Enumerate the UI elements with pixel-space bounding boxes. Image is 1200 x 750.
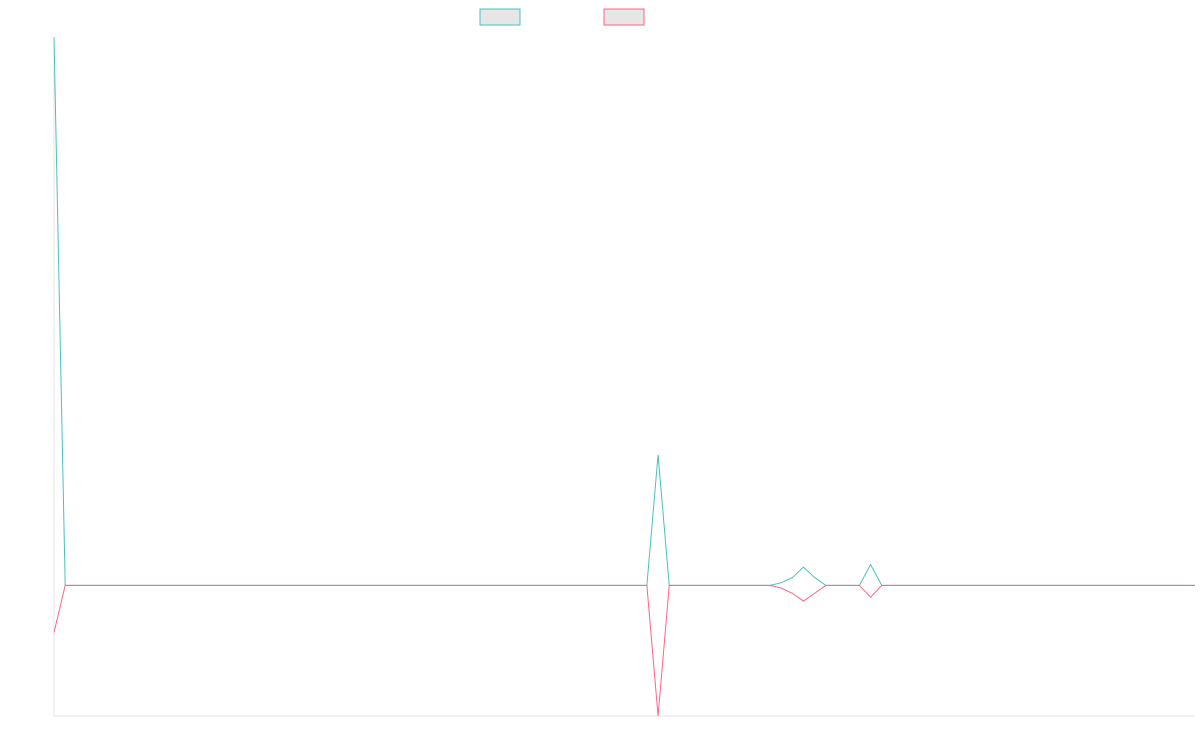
legend (479, 8, 645, 26)
series-layer (53, 36, 1195, 717)
series-line-1 (53, 36, 1195, 586)
series-line-2 (53, 584, 1195, 717)
legend-swatch-1[interactable] (479, 8, 521, 26)
axes (53, 37, 1195, 717)
legend-swatch-2[interactable] (603, 8, 645, 26)
